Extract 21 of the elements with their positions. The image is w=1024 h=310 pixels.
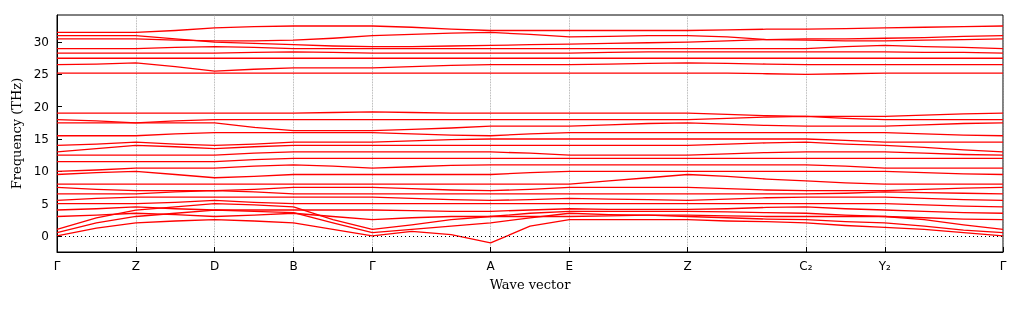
y-tick-label: 30 xyxy=(33,35,49,50)
x-tick-label: A xyxy=(486,259,496,273)
x-tick-label: Y₂ xyxy=(877,259,892,273)
x-tick-label: B xyxy=(289,259,298,273)
x-tick-label: Γ xyxy=(368,259,376,273)
x-axis-title: Wave vector xyxy=(489,277,572,292)
x-tick-label: E xyxy=(565,259,574,273)
y-tick-label: 20 xyxy=(33,99,49,114)
x-tick-label: Γ xyxy=(53,259,61,273)
x-tick-label: Z xyxy=(683,259,692,273)
x-tick-label: Z xyxy=(131,259,140,273)
x-tick-label: D xyxy=(210,259,220,273)
x-tick-label: Γ xyxy=(999,259,1007,273)
y-tick-label: 10 xyxy=(33,164,49,179)
x-tick-label: C₂ xyxy=(799,259,813,273)
y-tick-label: 15 xyxy=(33,131,49,146)
y-tick-label: 5 xyxy=(41,196,49,211)
y-axis-title: Frequency (THz) xyxy=(8,77,24,190)
y-tick-label: 25 xyxy=(33,67,49,82)
line-series xyxy=(56,62,1004,72)
y-tick-label: 0 xyxy=(41,228,49,243)
